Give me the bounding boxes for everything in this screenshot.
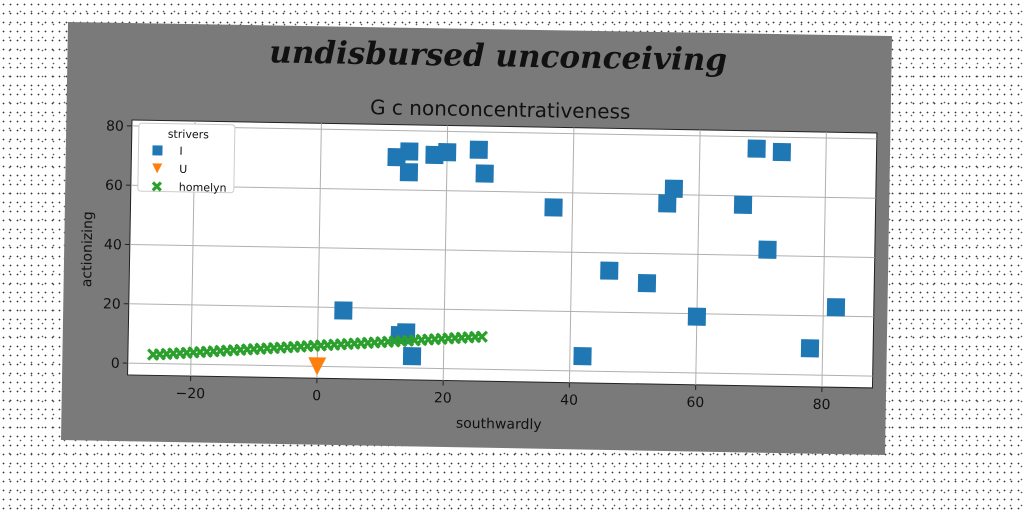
series-homelyn-point-stroke-b (475, 330, 489, 343)
legend-label-homelyn: homelyn (179, 181, 227, 195)
x-grid-line (316, 123, 322, 379)
y-grid-line (131, 125, 877, 140)
chart-title: G c nonconcentrativeness (370, 95, 631, 124)
series-i-point (747, 139, 766, 158)
series-i-point (687, 307, 707, 326)
chart-suptitle: undisbursed unconceiving (269, 34, 727, 78)
series-i-point (826, 298, 846, 317)
series-i-point (400, 142, 419, 161)
y-axis-ticks: 0 20 40 60 80 (103, 118, 132, 372)
series-i-point (402, 347, 422, 366)
x-grid-line (821, 132, 827, 388)
x-tick-label: 0 (312, 388, 321, 404)
legend-box (137, 122, 236, 194)
y-tick-label: 0 (111, 356, 120, 372)
series-i-point (733, 195, 753, 214)
legend-marker-i (152, 145, 163, 156)
y-grid-line (127, 362, 873, 377)
series-homelyn-point (475, 330, 489, 343)
x-tick-label: 40 (560, 392, 578, 408)
series-i-point (399, 163, 419, 182)
x-axis-ticks: −20 0 20 40 60 80 (175, 376, 831, 413)
series-i-point (438, 143, 457, 162)
y-grid-line (128, 303, 874, 318)
x-tick-label: −20 (175, 386, 205, 403)
x-tick-label: 20 (434, 390, 452, 406)
x-grid-line (695, 129, 701, 385)
x-axis-label: southwardly (456, 416, 542, 433)
series-i-point (544, 198, 563, 217)
legend-marker-u (152, 163, 163, 174)
series-i-point (600, 261, 619, 280)
y-grid-line (129, 243, 875, 258)
y-tick-label: 40 (104, 237, 122, 253)
legend-marker-homelyn (151, 181, 163, 192)
series-i-point (800, 339, 820, 358)
legend-label-u: U (179, 163, 187, 176)
x-tick-label: 80 (813, 397, 831, 413)
series-i-point (469, 140, 488, 159)
y-tick-label: 80 (106, 118, 124, 134)
series-i-point (637, 274, 657, 293)
y-tick-label: 60 (105, 178, 123, 194)
series-i-point (475, 164, 494, 183)
x-grid-line (568, 127, 575, 383)
series-i-point (658, 194, 677, 213)
y-axis-label: actionizing (79, 211, 96, 287)
series-i-point (758, 240, 777, 259)
data-marks (146, 139, 846, 376)
x-tick-label: 60 (686, 395, 704, 411)
series-i-point (772, 142, 791, 162)
series-u-point (308, 357, 327, 376)
legend-title: strivers (168, 128, 210, 142)
legend-label-i: I (179, 145, 182, 158)
y-tick-label: 20 (103, 296, 121, 312)
legend-marker-homelyn-stroke-b (151, 181, 163, 192)
series-i-point (664, 179, 684, 198)
series-i-point (573, 347, 592, 366)
series-i-point (334, 301, 353, 320)
